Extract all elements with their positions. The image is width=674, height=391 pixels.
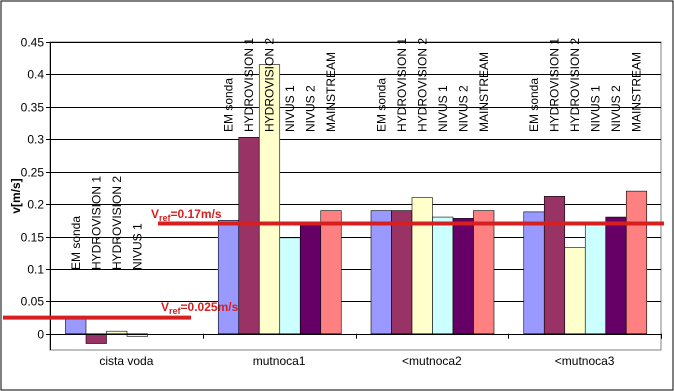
bar (299, 223, 322, 335)
y-tick-label: 0.05 (21, 295, 45, 309)
bar (625, 190, 648, 335)
y-tick-label: 0.35 (21, 101, 45, 115)
y-tick-label: 0 (37, 328, 44, 342)
bar (452, 218, 474, 335)
bar-series-label: EM sonda (222, 78, 236, 132)
bar-series-label: HYDROVISION 1 (548, 38, 562, 132)
bar (411, 197, 433, 335)
bar-series-label: HYDROVISION 2 (568, 38, 582, 132)
bar-series-label: NIVUS 2 (609, 85, 623, 132)
bar-series-label: HYDROVISION 2 (110, 176, 124, 270)
bar-series-label: HYDROVISION 2 (415, 38, 429, 132)
reference-line-label: Vref=0.17m/s (151, 207, 222, 223)
bar (370, 210, 392, 335)
bar-series-label: NIVUS 1 (436, 85, 450, 132)
bar (523, 211, 545, 335)
bar-series-label: MAINSTREAM (324, 52, 338, 132)
y-tick-label: 0.15 (21, 231, 45, 245)
bar-series-label: EM sonda (69, 216, 83, 270)
bar-series-label: NIVUS 1 (283, 85, 297, 132)
bar (238, 137, 260, 335)
bar-series-label: HYDROVISION 1 (395, 38, 409, 132)
bar (106, 330, 128, 335)
y-tick-label: 0.45 (21, 36, 45, 50)
bar (258, 64, 281, 335)
y-tick-label: 0.1 (27, 263, 44, 277)
bar-series-label: MAINSTREAM (630, 52, 644, 132)
bar (126, 333, 148, 337)
bar (605, 216, 627, 335)
bar (432, 216, 454, 335)
bar-series-label: EM sonda (527, 78, 541, 132)
y-tick-label: 0.3 (27, 133, 44, 147)
y-tick-label: 0.25 (21, 166, 45, 180)
bar (543, 196, 566, 335)
bar-series-label: NIVUS 1 (589, 85, 603, 132)
bar (85, 333, 107, 344)
bar (391, 210, 413, 335)
x-category-label: <mutnoca2 (402, 354, 462, 368)
y-tick-label: 0.4 (27, 68, 44, 82)
bar (584, 224, 607, 335)
y-tick-label: 0.2 (27, 198, 44, 212)
x-category-label: mutnoca1 (253, 354, 306, 368)
bar-series-label: HYDROVISION 1 (242, 38, 256, 132)
bar-series-label: NIVUS 1 (130, 223, 144, 270)
x-category-label: cista voda (99, 354, 153, 368)
bar (217, 220, 240, 335)
bar-series-label: EM sonda (374, 78, 388, 132)
bar (320, 210, 342, 335)
bar-series-label: NIVUS 2 (304, 85, 318, 132)
bar-series-label: HYDROVISION 2 (263, 38, 277, 132)
bar-series-label: HYDROVISION 1 (89, 176, 103, 270)
bar (473, 210, 495, 335)
reference-line-label: Vref=0.025m/s (161, 300, 239, 316)
bar-series-label: NIVUS 2 (456, 85, 470, 132)
bar-series-label: MAINSTREAM (477, 52, 491, 132)
y-axis-label: v[m/s] (9, 178, 23, 213)
bar (564, 247, 586, 335)
bar (279, 237, 301, 335)
x-category-label: <mutnoca3 (555, 354, 615, 368)
